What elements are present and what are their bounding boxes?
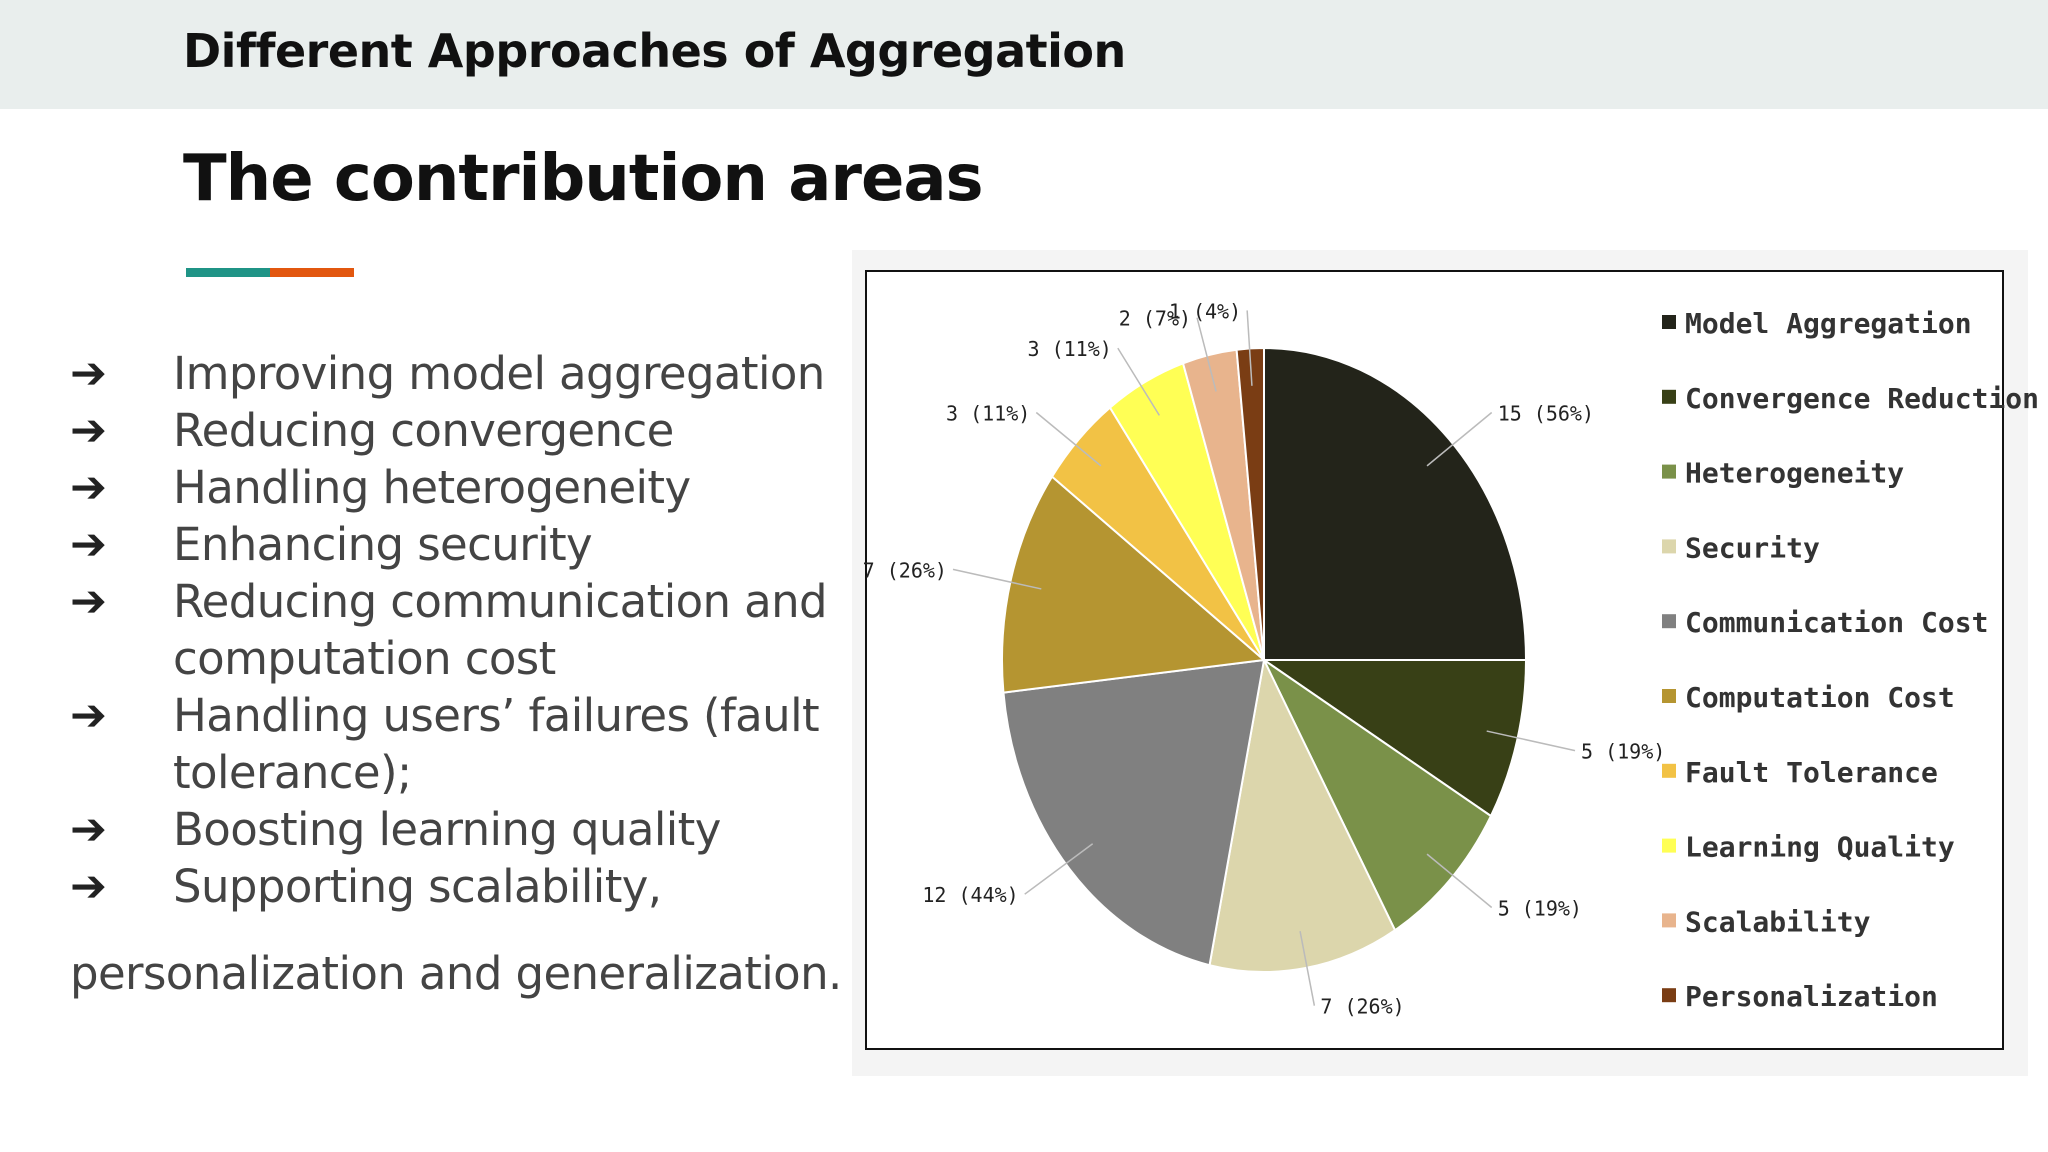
arrow-right-icon: ➔ [70, 405, 107, 456]
legend-swatch [1662, 614, 1676, 629]
legend-swatch [1662, 689, 1676, 703]
leader-line [1035, 411, 1102, 467]
legend-label: Communication Cost [1685, 606, 1988, 639]
leader-line [1196, 317, 1217, 392]
legend-label: Convergence Reduction [1685, 382, 2039, 415]
data-label: 12 (44%) [922, 883, 1018, 907]
data-label: 15 (56%) [1498, 402, 1594, 426]
page-title: The contribution areas [183, 142, 984, 216]
data-label: 5 (19%) [1581, 740, 1665, 764]
bullet-item: ➔ Reducing convergence [70, 404, 674, 457]
arrow-right-icon: ➔ [70, 462, 107, 513]
pie-slice-communication-cost [1002, 658, 1266, 967]
bullet-item: ➔ Handling heterogeneity [70, 461, 691, 514]
arrow-right-icon: ➔ [70, 861, 107, 912]
pie-slice-model-aggregation [1263, 346, 1528, 661]
pie-slice-security [1208, 656, 1397, 973]
leader-line [1486, 730, 1576, 752]
leader-line [1299, 931, 1316, 1006]
bullet-item: ➔ Handling users’ failures (fault toleran… [70, 689, 820, 799]
section-title: Different Approaches of Aggregation [183, 24, 1126, 78]
pie-slice-convergence-reduction [1260, 659, 1528, 818]
arrow-right-icon: ➔ [70, 690, 107, 741]
leader-line [1024, 843, 1094, 895]
bullet-item: ➔ Boosting learning quality [70, 803, 721, 856]
data-label: 7 (26%) [1320, 995, 1404, 1019]
header-bar [0, 0, 2048, 109]
data-label: 5 (19%) [1498, 896, 1582, 920]
data-label: 3 (11%) [1028, 337, 1112, 361]
legend-label: Computation Cost [1685, 681, 1955, 714]
legend-label: Personalization [1685, 980, 1938, 1013]
arrow-right-icon: ➔ [70, 804, 107, 855]
leader-line [1117, 347, 1160, 416]
bullet-item: ➔ Improving model aggregation [70, 347, 825, 400]
arrow-right-icon: ➔ [70, 576, 107, 627]
bullet-list: ➔ Improving model aggregation ➔ Reducing c… [70, 345, 850, 915]
legend-swatch [1662, 389, 1676, 404]
legend-label: Fault Tolerance [1685, 756, 1938, 789]
arrow-right-icon: ➔ [70, 348, 107, 399]
legend-swatch [1662, 464, 1676, 479]
bullet-item: ➔ Reducing communication and computation … [70, 575, 828, 685]
legend-swatch [1662, 913, 1676, 928]
leader-line [1246, 310, 1253, 386]
legend-label: Scalability [1685, 905, 1871, 938]
data-label: 7 (26%) [863, 558, 947, 582]
arrow-right-icon: ➔ [70, 519, 107, 570]
legend-swatch [1662, 763, 1676, 778]
legend-label: Security [1685, 531, 1820, 564]
legend-label: Heterogeneity [1685, 457, 1904, 490]
pie-slice-computation-cost [1001, 475, 1267, 694]
accent-bar-teal [186, 268, 270, 277]
trailing-text: personalization and generalization. [70, 947, 842, 1000]
accent-bar-orange [270, 268, 354, 277]
pie-slice-heterogeneity [1261, 657, 1493, 932]
bullet-item: ➔ Enhancing security [70, 518, 593, 571]
data-label: 2 (7%) [1119, 307, 1191, 331]
leader-line [952, 568, 1042, 590]
legend-swatch [1662, 315, 1676, 329]
leader-line [1426, 853, 1493, 909]
legend-swatch [1662, 838, 1676, 853]
leader-line [1426, 411, 1493, 467]
legend-swatch [1662, 988, 1676, 1003]
data-label: 1 (4%) [1169, 299, 1241, 323]
legend-swatch [1662, 539, 1676, 554]
bullet-item: ➔ Supporting scalability, [70, 860, 662, 913]
legend-label: Model Aggregation [1685, 307, 1972, 340]
legend-label: Learning Quality [1685, 831, 1955, 864]
data-label: 3 (11%) [946, 402, 1030, 426]
